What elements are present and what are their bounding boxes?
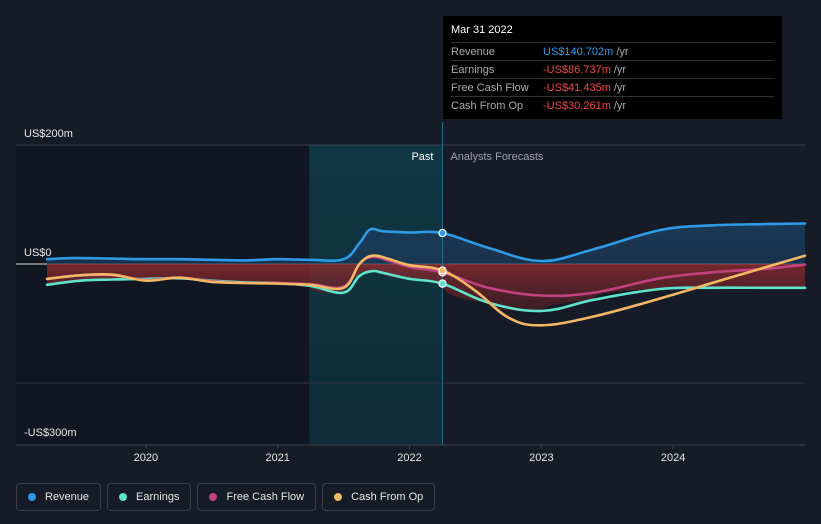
free-cash-flow-dot-icon [209,493,218,501]
tooltip-value: -US$30.261m [543,99,611,112]
x-tick-label: 2022 [397,452,421,464]
x-tick-label: 2024 [661,452,685,464]
tooltip-label: Revenue [451,45,496,58]
revenue-line [45,222,807,263]
tooltip-row-earnings: Earnings -US$86.737m /yr [451,60,774,78]
tooltip-value: US$140.702m [543,45,614,58]
tooltip-row-fcf: Free Cash Flow -US$41.435m /yr [451,78,774,96]
x-axis-labels: 2020 2021 2022 2023 2024 [134,445,685,464]
legend-item-revenue[interactable]: Revenue [16,483,102,511]
revenue-area [47,223,805,264]
tooltip-row-revenue: Revenue US$140.702m /yr [451,42,774,60]
markers [438,228,447,288]
legend-item-cash-from-op[interactable]: Cash From Op [322,483,436,511]
tooltip-unit: /yr [613,99,627,112]
legend-label: Cash From Op [351,491,424,503]
area-fills [47,223,805,312]
tooltip: Mar 31 2022 Revenue US$140.702m /yr Earn… [443,16,782,119]
x-tick-label: 2023 [529,452,553,464]
y-tick-label: US$200m [24,128,73,140]
legend-label: Revenue [45,491,90,503]
tooltip-date: Mar 31 2022 [451,24,513,36]
earnings-marker [438,279,447,288]
revenue-marker [438,228,447,238]
legend-label: Free Cash Flow [226,491,305,503]
tooltip-row-cfo: Cash From Op -US$30.261m /yr [451,96,774,114]
series-lines [45,222,807,327]
cash-from-op-marker [438,266,447,275]
cash-from-op-dot-icon [334,493,343,501]
y-tick-label: US$0 [24,247,52,259]
tooltip-unit: /yr [613,63,627,76]
tooltip-label: Earnings [451,63,495,76]
highlight-region [309,145,443,445]
y-axis-labels: US$200m US$0 -US$300m [24,128,77,439]
cash-from-op-line [45,254,807,327]
tooltip-value: -US$86.737m [543,63,611,76]
x-tick-label: 2021 [265,452,289,464]
x-tick-label: 2020 [134,452,158,464]
tooltip-unit: /yr [616,45,629,58]
y-tick-label: -US$300m [24,427,77,439]
past-label: Past [411,151,433,163]
earnings-dot-icon [119,493,128,501]
tooltip-label: Free Cash Flow [451,81,529,94]
legend-item-earnings[interactable]: Earnings [107,483,192,511]
tooltip-value: -US$41.435m [543,81,611,94]
revenue-dot-icon [28,493,36,501]
legend: Revenue Earnings Free Cash Flow Cash Fro… [16,483,436,511]
tooltip-label: Cash From Op [451,99,524,112]
forecast-label: Analysts Forecasts [450,151,543,163]
legend-label: Earnings [136,491,180,503]
legend-item-free-cash-flow[interactable]: Free Cash Flow [197,483,317,511]
negative-area [47,264,805,312]
tooltip-unit: /yr [613,81,627,94]
